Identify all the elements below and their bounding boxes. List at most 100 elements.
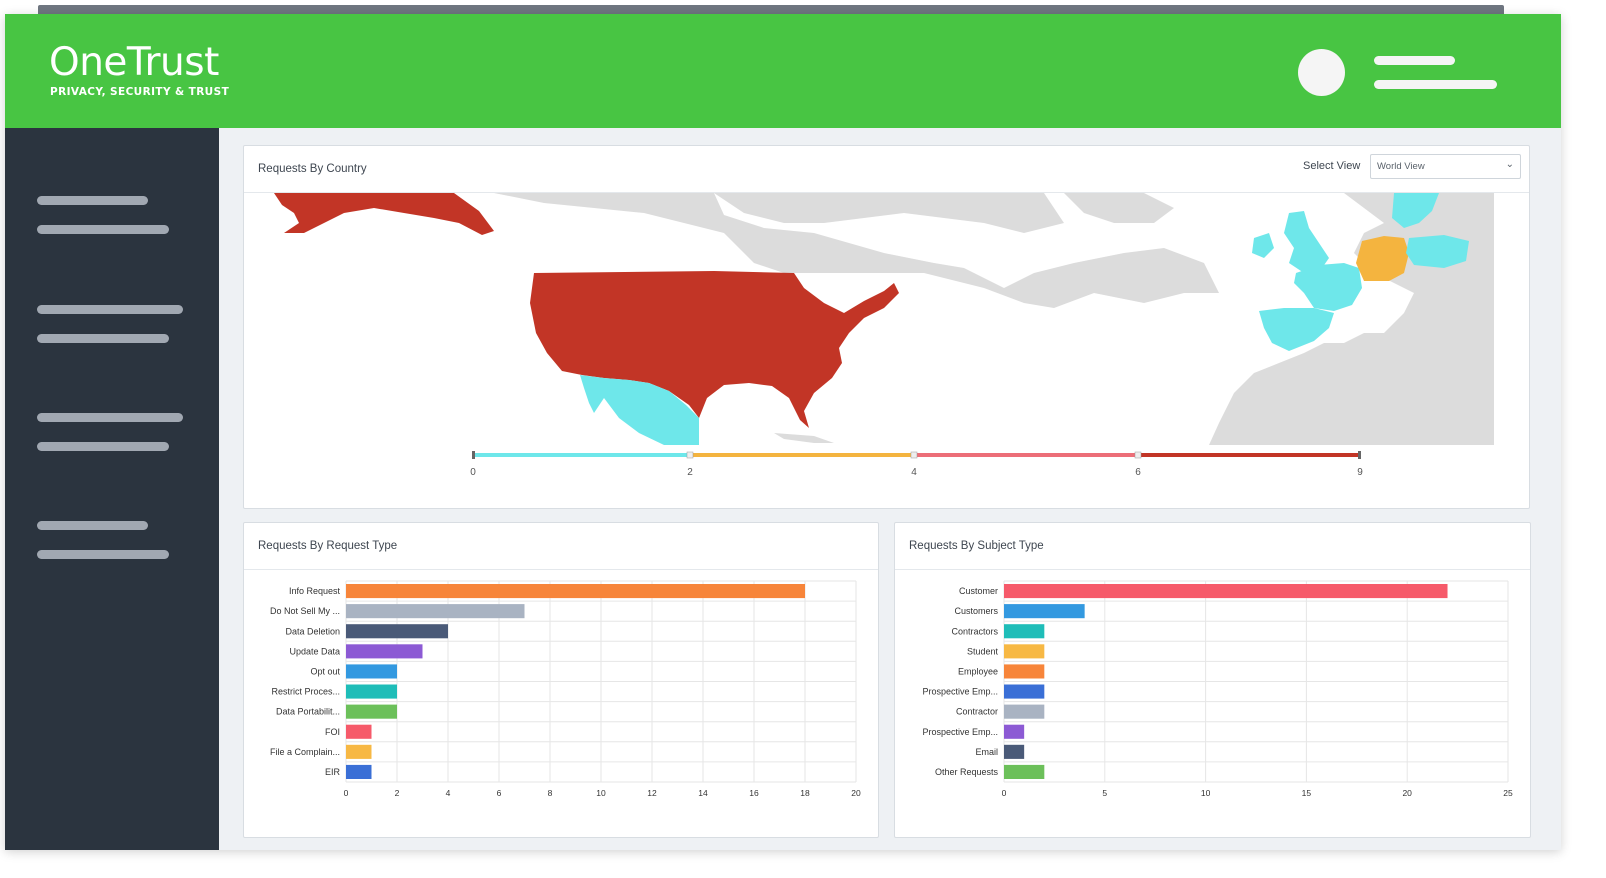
x-tick-label: 12 bbox=[647, 788, 657, 798]
bar[interactable] bbox=[346, 704, 397, 719]
category-label: Student bbox=[967, 646, 999, 656]
x-tick-label: 18 bbox=[800, 788, 810, 798]
bar[interactable] bbox=[1004, 684, 1045, 699]
x-tick-label: 8 bbox=[548, 788, 553, 798]
map-mexico[interactable] bbox=[580, 375, 699, 445]
request-type-bar-chart: 0 2 4 6 8 10 12 14 16 18 20 Info Request Do Not Sell… bbox=[270, 580, 861, 798]
sidebar-item-1-line-1[interactable] bbox=[37, 196, 148, 205]
bar[interactable] bbox=[346, 644, 423, 659]
legend-handle-end bbox=[1358, 451, 1361, 459]
legend-label: 0 bbox=[470, 467, 476, 478]
legend-label: 9 bbox=[1357, 467, 1363, 478]
x-tick-label: 10 bbox=[1201, 788, 1211, 798]
bar[interactable] bbox=[1004, 724, 1025, 739]
bar[interactable] bbox=[346, 624, 448, 639]
bar[interactable] bbox=[1004, 584, 1448, 599]
bar[interactable] bbox=[346, 684, 397, 699]
map-poland[interactable] bbox=[1406, 235, 1469, 268]
map-spain[interactable] bbox=[1259, 308, 1334, 351]
user-avatar[interactable] bbox=[1298, 49, 1345, 96]
sidebar-item-3-line-2[interactable] bbox=[37, 442, 169, 451]
bar[interactable] bbox=[346, 764, 372, 779]
x-tick-label: 20 bbox=[1402, 788, 1412, 798]
x-tick-label: 15 bbox=[1302, 788, 1312, 798]
x-tick-label: 0 bbox=[1002, 788, 1007, 798]
header-menu-line-1[interactable] bbox=[1374, 56, 1455, 65]
x-tick-label: 6 bbox=[497, 788, 502, 798]
legend-handle-start bbox=[472, 451, 475, 459]
category-label: Contractors bbox=[951, 626, 998, 636]
category-label: Prospective Emp... bbox=[922, 687, 998, 697]
category-label: Email bbox=[975, 747, 998, 757]
x-tick-label: 25 bbox=[1503, 788, 1513, 798]
category-label: Other Requests bbox=[935, 767, 999, 777]
select-value: World View bbox=[1377, 161, 1425, 172]
sidebar-item-4-line-2[interactable] bbox=[37, 550, 169, 559]
category-label: Customer bbox=[959, 586, 998, 596]
x-tick-label: 10 bbox=[596, 788, 606, 798]
map-cuba bbox=[774, 433, 834, 443]
map-alaska[interactable] bbox=[274, 193, 494, 235]
subject-type-bar-chart: 0 5 10 15 20 25 Customer Customers Contractors St… bbox=[922, 580, 1513, 798]
category-label: FOI bbox=[325, 727, 340, 737]
sidebar-item-2-line-2[interactable] bbox=[37, 334, 169, 343]
category-label: Prospective Emp... bbox=[922, 727, 998, 737]
bar[interactable] bbox=[1004, 764, 1045, 779]
map-ireland[interactable] bbox=[1252, 233, 1274, 258]
legend-label: 2 bbox=[687, 467, 693, 478]
x-tick-label: 5 bbox=[1102, 788, 1107, 798]
bar[interactable] bbox=[1004, 704, 1045, 719]
chevron-down-icon: ⌄ bbox=[1505, 159, 1514, 170]
header-menu-line-2[interactable] bbox=[1374, 80, 1497, 89]
sidebar-item-4-line-1[interactable] bbox=[37, 521, 148, 530]
map-united-states[interactable] bbox=[530, 271, 899, 428]
category-label: Customers bbox=[954, 606, 998, 616]
brand-logo[interactable]: OneTrust bbox=[49, 40, 219, 85]
bar[interactable] bbox=[1004, 644, 1045, 659]
bar[interactable] bbox=[1004, 744, 1025, 759]
map-france[interactable] bbox=[1294, 263, 1362, 311]
world-view-select[interactable]: World View ⌄ bbox=[1370, 154, 1521, 179]
legend-label: 6 bbox=[1135, 467, 1141, 478]
top-header: OneTrust PRIVACY, SECURITY & TRUST bbox=[5, 14, 1561, 128]
panel-header: Requests By Subject Type bbox=[895, 523, 1530, 570]
x-tick-label: 20 bbox=[851, 788, 861, 798]
bar[interactable] bbox=[346, 664, 397, 679]
x-tick-label: 16 bbox=[749, 788, 759, 798]
category-label: EIR bbox=[325, 767, 341, 777]
map-canada[interactable] bbox=[494, 193, 1219, 308]
panel-header: Requests By Country Select View World Vi… bbox=[244, 146, 1529, 193]
sidebar bbox=[5, 128, 219, 850]
sidebar-item-1-line-2[interactable] bbox=[37, 225, 169, 234]
category-label: Contractor bbox=[956, 707, 998, 717]
brand-tagline: PRIVACY, SECURITY & TRUST bbox=[50, 86, 230, 98]
requests-by-country-panel: Requests By Country Select View World Vi… bbox=[243, 145, 1530, 509]
bar[interactable] bbox=[1004, 604, 1085, 619]
bar[interactable] bbox=[346, 584, 805, 599]
bar[interactable] bbox=[346, 604, 525, 619]
select-view-label: Select View bbox=[1303, 160, 1361, 172]
category-label: Restrict Proces... bbox=[271, 687, 340, 697]
category-label: Do Not Sell My ... bbox=[270, 606, 340, 616]
category-label: Employee bbox=[958, 666, 998, 676]
panel-title: Requests By Subject Type bbox=[909, 540, 1044, 552]
category-label: Info Request bbox=[289, 586, 341, 596]
map-sweden[interactable] bbox=[1392, 193, 1439, 228]
requests-by-request-type-panel: Requests By Request Type 0 2 4 6 8 10 12 14 16 18… bbox=[243, 522, 879, 838]
bar[interactable] bbox=[1004, 664, 1045, 679]
category-label: Data Deletion bbox=[285, 626, 340, 636]
panel-title: Requests By Country bbox=[258, 163, 367, 175]
x-tick-label: 0 bbox=[344, 788, 349, 798]
bar[interactable] bbox=[346, 724, 372, 739]
legend-handle-1 bbox=[686, 451, 694, 459]
bar[interactable] bbox=[346, 744, 372, 759]
sidebar-item-2-line-1[interactable] bbox=[37, 305, 183, 314]
sidebar-item-3-line-1[interactable] bbox=[37, 413, 183, 422]
bar[interactable] bbox=[1004, 624, 1045, 639]
world-map[interactable]: 0 2 4 6 9 bbox=[244, 193, 1529, 508]
map-germany[interactable] bbox=[1356, 236, 1409, 281]
panel-header: Requests By Request Type bbox=[244, 523, 878, 570]
map-united-kingdom[interactable] bbox=[1284, 211, 1329, 273]
category-label: File a Complain... bbox=[270, 747, 340, 757]
panel-title: Requests By Request Type bbox=[258, 540, 398, 552]
